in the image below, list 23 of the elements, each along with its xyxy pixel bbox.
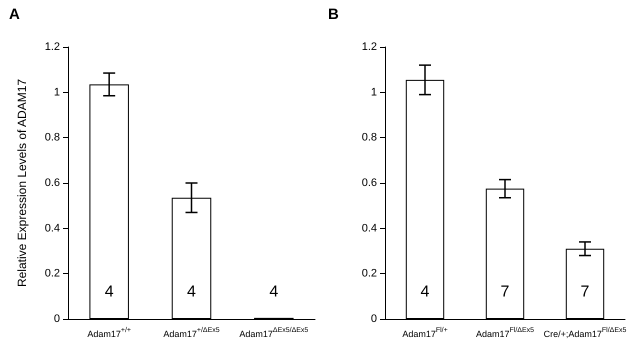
y-tick-label: 0.4 — [362, 222, 377, 234]
annotation: 7 — [500, 284, 510, 300]
y-tick-label: 1.2 — [362, 41, 377, 53]
y-tick-label: 1.2 — [44, 41, 60, 53]
annotation: 4 — [269, 284, 278, 300]
y-tick-label: 1 — [370, 86, 377, 98]
y-axis-title: Relative Expression Levels of ADAM17 — [15, 78, 29, 288]
y-tick-label: 0.2 — [362, 268, 377, 280]
annotation: 4 — [104, 284, 114, 300]
y-tick-label: 0.8 — [362, 132, 377, 144]
annotation: 7 — [580, 284, 590, 300]
y-tick-label: 0 — [370, 313, 377, 325]
y-tick-label: 0.8 — [44, 132, 60, 144]
y-tick-label: 0.4 — [44, 222, 60, 234]
y-tick-label: 0 — [54, 313, 60, 325]
annotation: 4 — [187, 284, 196, 300]
annotation: 4 — [420, 284, 430, 300]
y-tick-label: 1 — [54, 86, 60, 98]
chart-title: B — [328, 6, 339, 23]
y-tick-label: 0.6 — [44, 177, 60, 189]
chart-title: A — [9, 6, 20, 23]
y-tick-label: 0.6 — [362, 177, 377, 189]
y-tick-label: 0.2 — [44, 268, 60, 280]
